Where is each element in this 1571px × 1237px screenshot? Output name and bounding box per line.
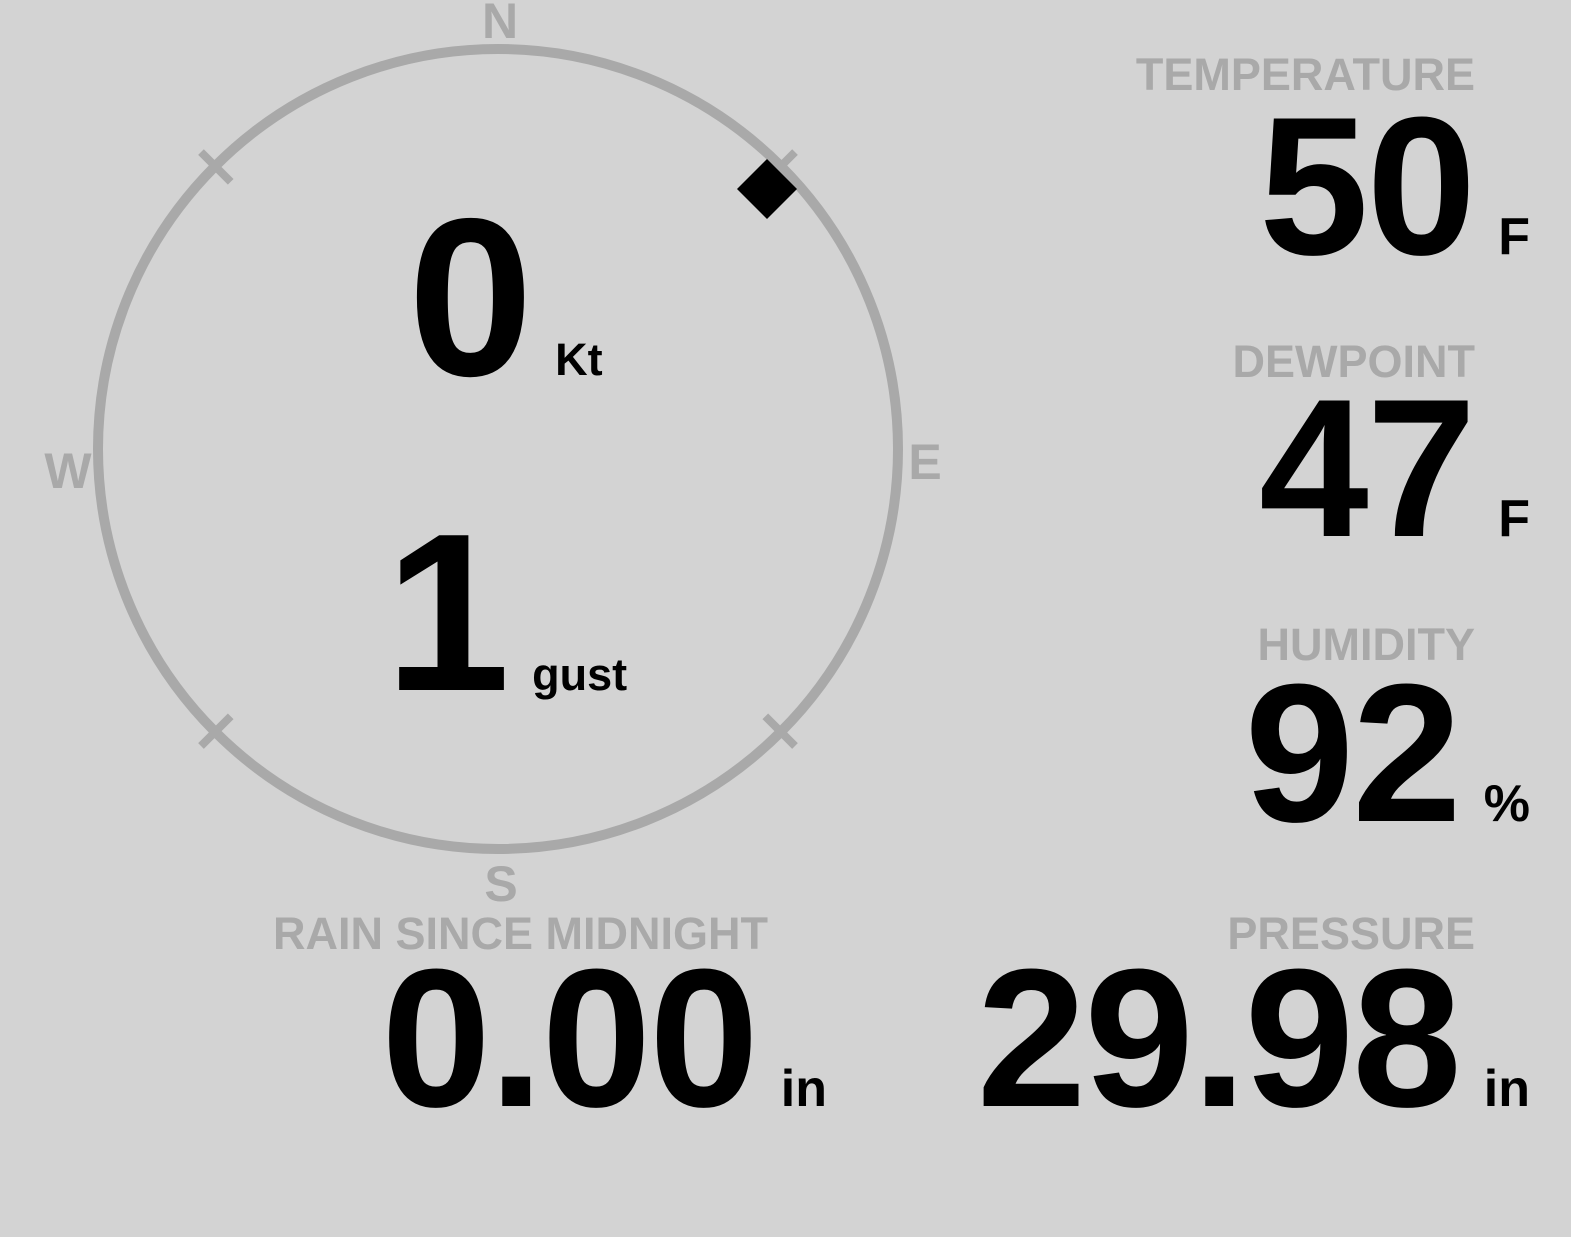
humidity-reading: 92 % [1245,655,1530,852]
wind-speed: 0 Kt [408,185,603,410]
temperature-value: 50 [1259,76,1476,296]
pressure-label: PRESSURE [1227,908,1475,959]
pressure-unit: in [1483,1060,1530,1118]
compass-tick-se [762,713,798,749]
pressure-value: 29.98 [976,928,1462,1148]
wind-speed-value: 0 [408,171,534,423]
rain-value: 0.00 [381,928,758,1148]
compass-tick-nw [198,149,234,185]
dewpoint-reading: 47 F [1259,370,1530,567]
dewpoint-unit: F [1498,490,1530,548]
compass-label-north: N [481,0,519,49]
wind-gust-unit: gust [532,649,628,700]
wind-speed-unit: Kt [555,334,603,385]
wind-gust-value: 1 [385,486,511,738]
wind-gust: 1 gust [385,500,627,725]
compass-tick-sw [198,713,234,749]
compass-circle [93,44,903,854]
dewpoint-label: DEWPOINT [1232,336,1476,387]
rain-unit: in [780,1060,827,1118]
humidity-value: 92 [1244,643,1462,863]
temperature-unit: F [1498,208,1530,266]
humidity-label: HUMIDITY [1257,619,1476,670]
humidity-unit: % [1483,775,1530,833]
rain-since-midnight-reading: 0.00 in [381,940,827,1137]
temperature-reading: 50 F [1259,88,1530,285]
wind-direction-marker-icon [737,159,797,219]
temperature-label: TEMPERATURE [1135,49,1475,100]
dewpoint-value: 47 [1259,358,1476,578]
compass-label-west: W [44,443,92,499]
pressure-reading: 29.98 in [977,940,1530,1137]
compass-label-east: E [908,434,942,490]
compass-label-south: S [484,856,518,912]
rain-since-midnight-label: RAIN SINCE MIDNIGHT [273,908,768,959]
